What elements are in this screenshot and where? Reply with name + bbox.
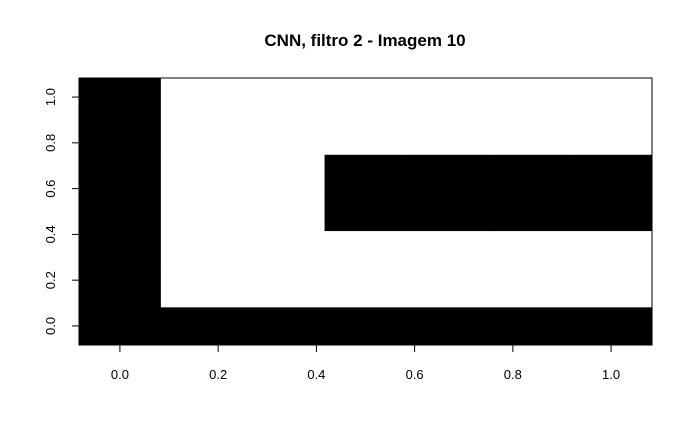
heatmap-cell-r3-c6	[570, 192, 653, 232]
x-tick-label-3: 0.6	[406, 367, 424, 382]
heatmap-cell-r4-c1	[160, 154, 244, 193]
heatmap-cell-r2-c6	[570, 230, 653, 270]
heatmap-cell-r4-c5	[488, 154, 571, 193]
chart-title: CNN, filtro 2 - Imagem 10	[264, 31, 465, 50]
heatmap-cell-r3-c0	[78, 192, 162, 232]
heatmap-cell-r1-c0	[78, 268, 162, 308]
heatmap-cell-r6-c2	[242, 77, 326, 117]
heatmap-cell-r6-c0	[78, 77, 162, 117]
x-axis: 0.0 0.2 0.4 0.6 0.8 1.0	[111, 344, 620, 382]
heatmap-cell-r5-c4	[406, 116, 489, 155]
heatmap-cell-r2-c0	[78, 230, 162, 270]
heatmap-cell-r3-c3	[324, 192, 407, 232]
heatmap-cell-r6-c4	[406, 77, 489, 117]
heatmap-cell-r3-c5	[488, 192, 571, 232]
heatmap-cell-r0-c4	[406, 306, 489, 346]
y-tick-label-2: 0.4	[43, 225, 58, 243]
heatmap-cell-r5-c0	[78, 116, 162, 155]
heatmap-cell-r1-c3	[324, 268, 407, 308]
heatmap-cell-r5-c5	[488, 116, 571, 155]
y-axis: 0.0 0.2 0.4 0.6 0.8 1.0	[43, 88, 80, 335]
heatmap-cell-r0-c0	[78, 306, 162, 346]
heatmap-cell-r0-c2	[242, 306, 326, 346]
heatmap-cell-r4-c2	[242, 154, 326, 193]
y-tick-label-3: 0.6	[43, 180, 58, 198]
heatmap-cell-r1-c4	[406, 268, 489, 308]
heatmap-cell-r1-c6	[570, 268, 653, 308]
x-tick-label-1: 0.2	[209, 367, 227, 382]
heatmap-cell-r4-c3	[324, 154, 407, 193]
heatmap-cell-r0-c3	[324, 306, 407, 346]
heatmap-cell-r1-c5	[488, 268, 571, 308]
x-tick-label-0: 0.0	[111, 367, 129, 382]
y-tick-label-5: 1.0	[43, 88, 58, 106]
heatmap-cell-r2-c4	[406, 230, 489, 270]
heatmap-cell-r3-c4	[406, 192, 489, 232]
heatmap-cell-r6-c6	[570, 77, 653, 117]
heatmap-cell-r3-c2	[242, 192, 326, 232]
x-tick-label-4: 0.8	[504, 367, 522, 382]
heatmap-cell-r1-c1	[160, 268, 244, 308]
y-tick-label-0: 0.0	[43, 317, 58, 335]
heatmap-cell-r6-c5	[488, 77, 571, 117]
heatmap-cell-r2-c2	[242, 230, 326, 270]
heatmap-cell-r5-c3	[324, 116, 407, 155]
heatmap-cell-r5-c2	[242, 116, 326, 155]
heatmap-cell-r1-c2	[242, 268, 326, 308]
heatmap-cell-r0-c5	[488, 306, 571, 346]
heatmap-cell-r0-c1	[160, 306, 244, 346]
heatmap-cell-r4-c6	[570, 154, 653, 193]
heatmap-cell-r4-c0	[78, 154, 162, 193]
heatmap-cell-r5-c1	[160, 116, 244, 155]
heatmap-cell-r6-c1	[160, 77, 244, 117]
x-tick-label-5: 1.0	[602, 367, 620, 382]
heatmap-cell-r2-c1	[160, 230, 244, 270]
heatmap-cell-r0-c6	[570, 306, 653, 346]
heatmap-cell-r2-c5	[488, 230, 571, 270]
heatmap-cell-r6-c3	[324, 77, 407, 117]
y-tick-label-1: 0.2	[43, 271, 58, 289]
heatmap-cell-r2-c3	[324, 230, 407, 270]
heatmap-cells	[78, 77, 653, 346]
x-tick-label-2: 0.4	[307, 367, 325, 382]
heatmap-cell-r4-c4	[406, 154, 489, 193]
heatmap-cell-r5-c6	[570, 116, 653, 155]
heatmap-cell-r3-c1	[160, 192, 244, 232]
y-tick-label-4: 0.8	[43, 134, 58, 152]
